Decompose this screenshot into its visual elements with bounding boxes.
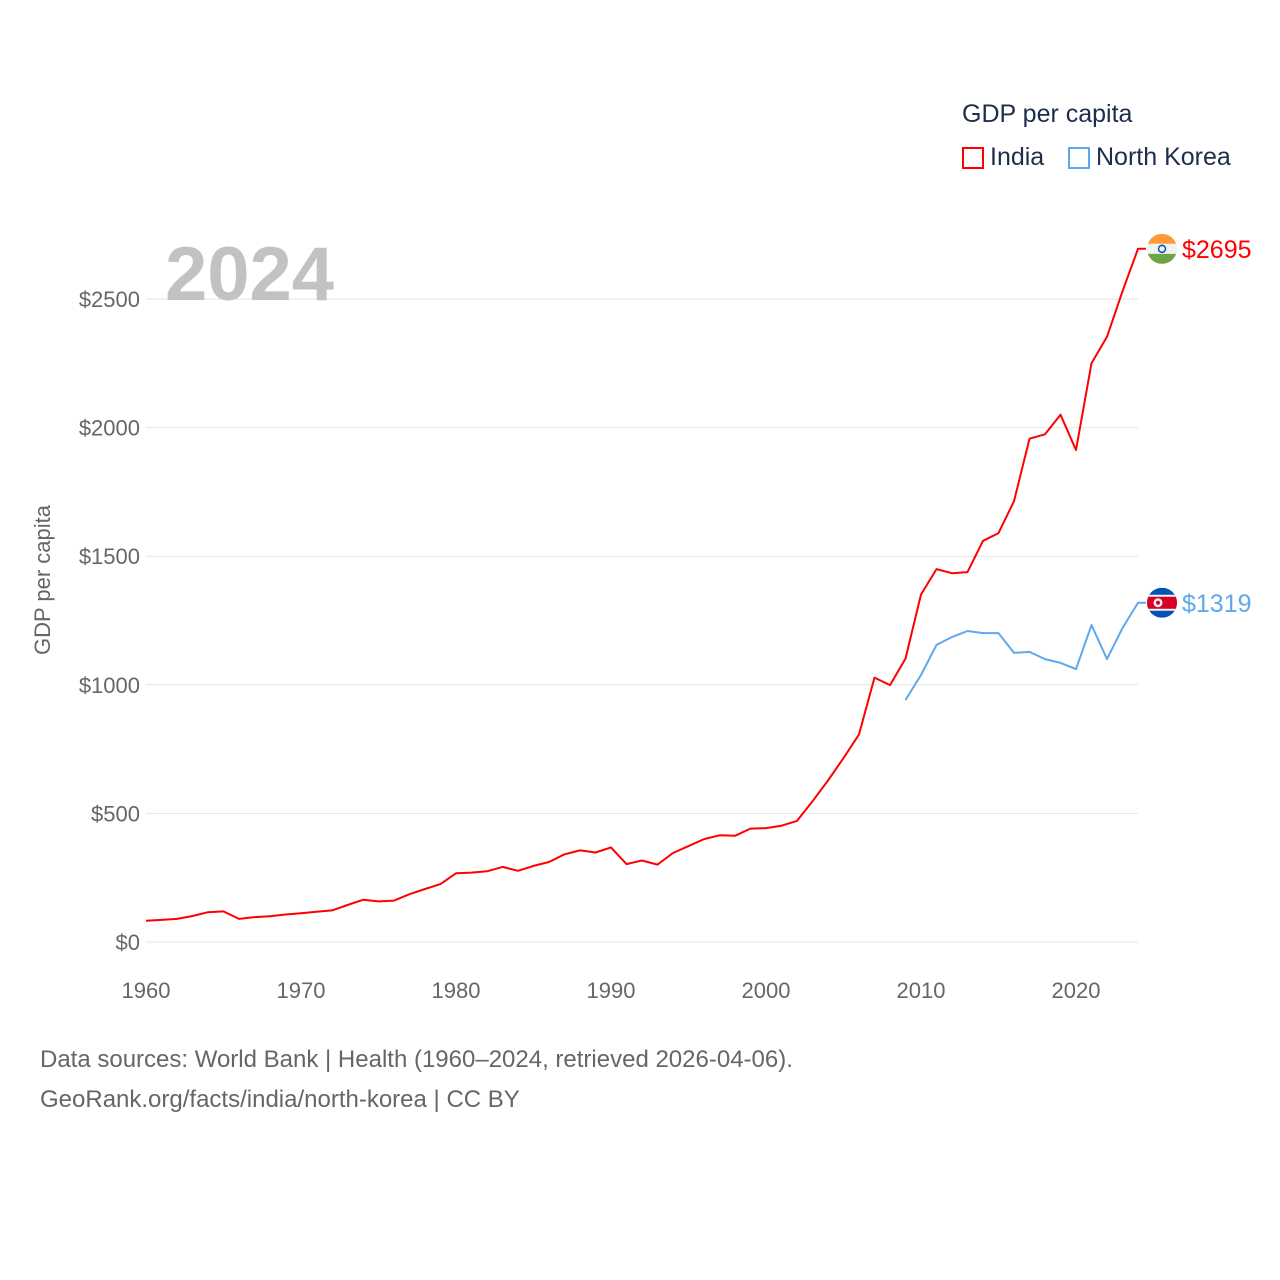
- y-axis-label: GDP per capita: [30, 504, 55, 655]
- y-tick-label: $2000: [79, 416, 140, 441]
- legend-swatch: [1068, 146, 1090, 169]
- legend-label: India: [990, 143, 1045, 171]
- legend-swatch: [962, 146, 984, 169]
- legend-label: North Korea: [1096, 143, 1231, 171]
- flag-body: [1147, 233, 1177, 264]
- attribution-link[interactable]: GeoRank.org/facts/india/north-korea | CC…: [40, 1086, 520, 1113]
- data-source-text: Data sources: World Bank | Health (1960–…: [40, 1046, 793, 1073]
- legend-title: GDP per capita: [962, 100, 1133, 128]
- flag-star: [1156, 600, 1160, 605]
- end-value-label: $1319: [1182, 590, 1252, 618]
- y-tick-label: $0: [116, 930, 140, 955]
- y-tick-label: $1500: [79, 544, 140, 569]
- flag-body: [1147, 587, 1177, 618]
- series-line-india: [145, 247, 1146, 922]
- north-korea-flag-icon: [1147, 587, 1177, 618]
- x-tick-label: 1970: [277, 978, 326, 1003]
- x-tick-label: 1980: [432, 978, 481, 1003]
- chakra: [1157, 244, 1167, 254]
- series-line-north-korea: [904, 601, 1146, 701]
- y-tick-label: $500: [91, 801, 140, 826]
- y-tick-label: $2500: [79, 287, 140, 312]
- india-flag-icon: [1147, 233, 1177, 264]
- x-tick-label: 2000: [742, 978, 791, 1003]
- flag-stripe: [1147, 253, 1177, 264]
- x-tick-label: 2020: [1052, 978, 1101, 1003]
- y-tick-label: $1000: [79, 673, 140, 698]
- year-watermark: 2024: [165, 232, 334, 317]
- x-tick-label: 1990: [587, 978, 636, 1003]
- legend-item-north-korea[interactable]: North Korea: [1068, 143, 1231, 172]
- flag-stripe: [1147, 243, 1177, 254]
- x-tick-label: 2010: [897, 978, 946, 1003]
- legend-item-india[interactable]: India: [962, 143, 1044, 172]
- x-tick-label: 1960: [122, 978, 171, 1003]
- flag-stripe: [1147, 233, 1177, 244]
- end-value-label: $2695: [1182, 236, 1252, 264]
